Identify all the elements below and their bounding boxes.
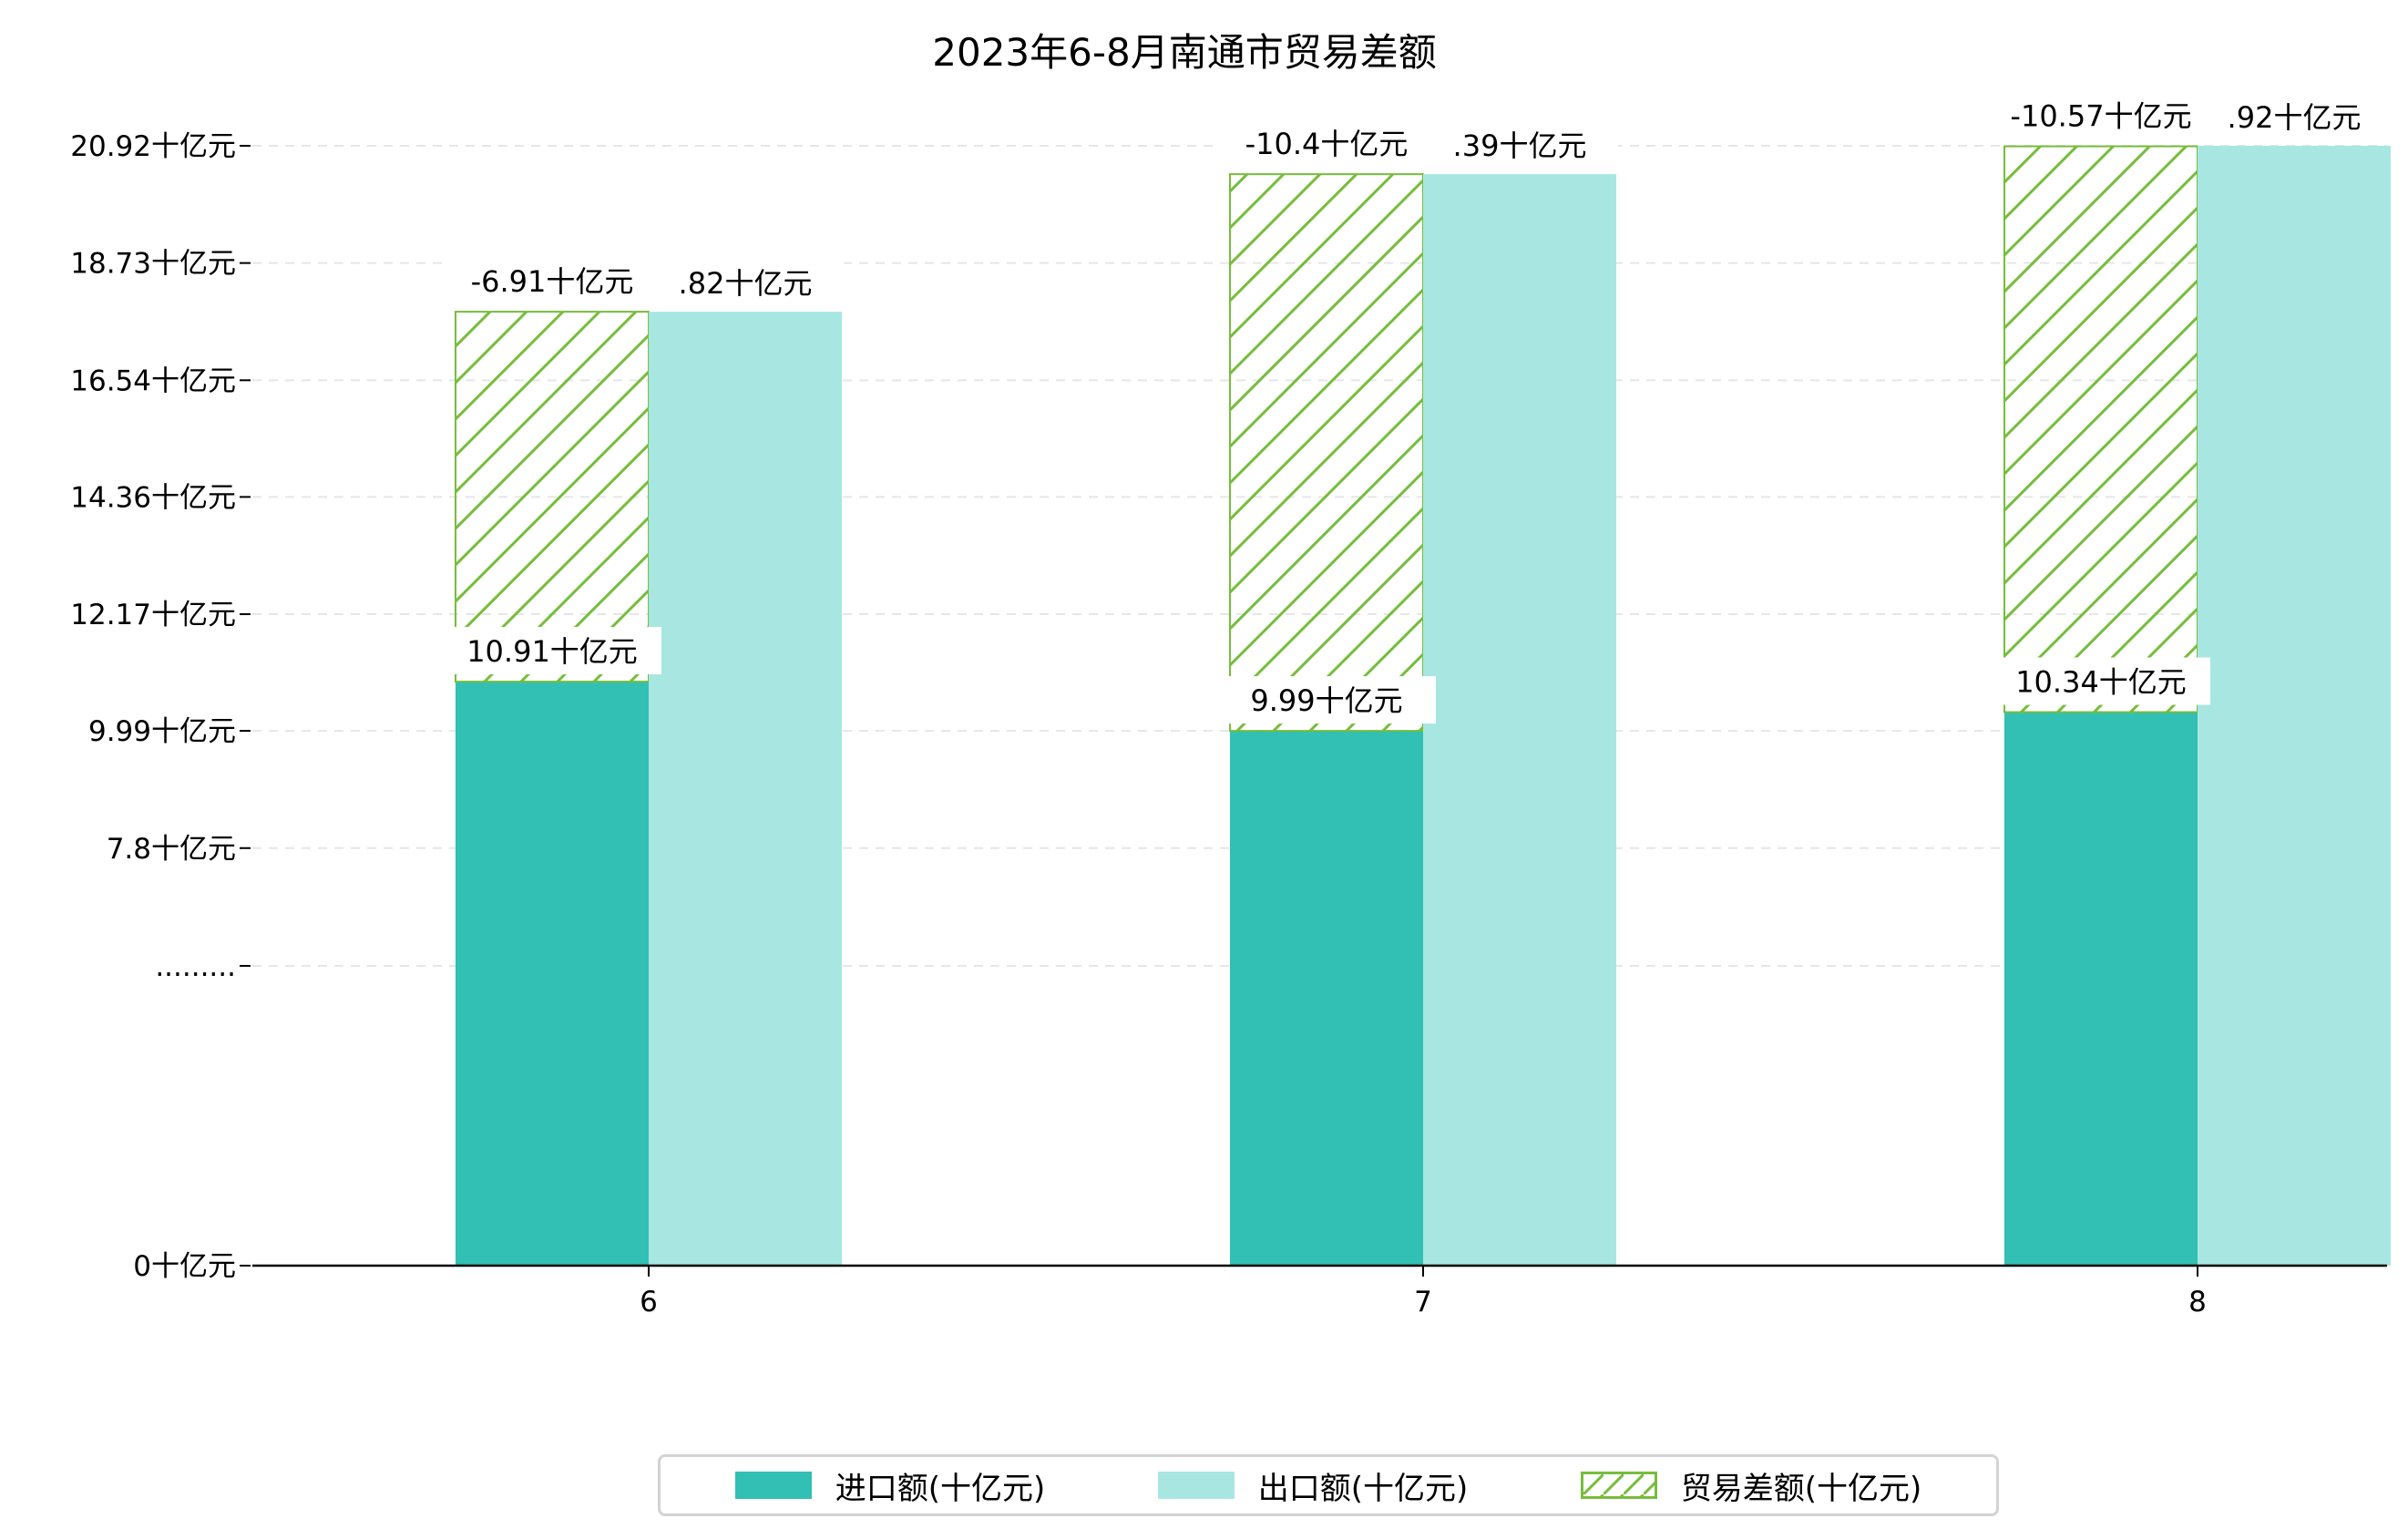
bar-export (649, 312, 842, 1267)
bar-export (2198, 146, 2391, 1266)
data-label-export: .92十亿元 (2228, 100, 2362, 135)
bars (455, 145, 2391, 1267)
data-label-balance: -10.4十亿元 (1245, 127, 1409, 161)
legend-item-import: 进口额(十亿元) (734, 1463, 1046, 1508)
legend: 进口额(十亿元) 出口额(十亿元) 贸易差额(十亿元) (658, 1454, 1999, 1516)
data-label-import: 9.99十亿元 (1250, 683, 1402, 718)
legend-label-export: 出口额(十亿元) (1257, 1470, 1469, 1507)
bar-balance (2003, 145, 2198, 713)
data-label-balance-bg (1992, 91, 2210, 139)
legend-label-import: 进口额(十亿元) (835, 1470, 1046, 1507)
data-label-import: 10.34十亿元 (2015, 665, 2187, 700)
legend-label-balance: 贸易差额(十亿元) (1680, 1470, 1922, 1507)
legend-item-export: 出口额(十亿元) (1157, 1463, 1469, 1508)
data-label-import-bg (1217, 676, 1436, 724)
data-label-import-bg (1992, 657, 2210, 705)
x-tick-label: 8 (2188, 1286, 2207, 1318)
y-tick-label: 12.17十亿元 (70, 599, 236, 631)
legend-swatch-balance (1580, 1472, 1657, 1499)
legend-item-balance: 贸易差额(十亿元) (1580, 1463, 1922, 1508)
y-tick-label: 18.73十亿元 (70, 248, 236, 281)
data-label-export-bg (647, 259, 844, 307)
y-tick-label: 14.36十亿元 (70, 481, 236, 514)
bar-balance (1229, 173, 1424, 733)
data-labels: .82十亿元 -6.91十亿元 10.91十亿元 .39十亿元 -10.4十亿元 9.99… (443, 91, 2393, 724)
data-label-import: 10.91十亿元 (466, 634, 638, 669)
bar-export (1423, 174, 1616, 1266)
data-label-export-bg (2196, 93, 2393, 140)
data-label-balance: -10.57十亿元 (2010, 99, 2191, 134)
data-label-balance-bg (1217, 119, 1436, 168)
y-tick-label: 20.92十亿元 (70, 130, 236, 163)
y-tick-label: 0十亿元 (133, 1250, 236, 1283)
data-label-export: .82十亿元 (679, 266, 813, 301)
bar-import (2004, 712, 2198, 1266)
x-tick-label: 6 (640, 1286, 658, 1318)
chart-title: 2023年6-8月南通市贸易差额 (932, 30, 1437, 75)
y-tick-label: 7.8十亿元 (107, 833, 236, 866)
y-tick-label: ......... (155, 950, 236, 983)
data-label-import-bg (443, 627, 661, 675)
x-tick-label: 7 (1414, 1286, 1432, 1318)
legend-swatch-import (734, 1472, 812, 1499)
data-label-balance: -6.91十亿元 (471, 264, 634, 299)
bar-balance (455, 311, 650, 683)
legend-swatch-export (1157, 1472, 1235, 1499)
data-label-export-bg (1421, 121, 1618, 169)
data-label-export: .39十亿元 (1453, 128, 1587, 163)
y-tick-label: 9.99十亿元 (88, 715, 236, 748)
bar-import (456, 682, 649, 1266)
y-tick-label: 16.54十亿元 (70, 364, 236, 397)
axes: 0十亿元......... 7.8十亿元 9.99十亿元 12.17十亿元 14.36十… (70, 130, 2387, 1318)
data-label-balance-bg (443, 257, 661, 305)
bar-import (1230, 731, 1423, 1266)
